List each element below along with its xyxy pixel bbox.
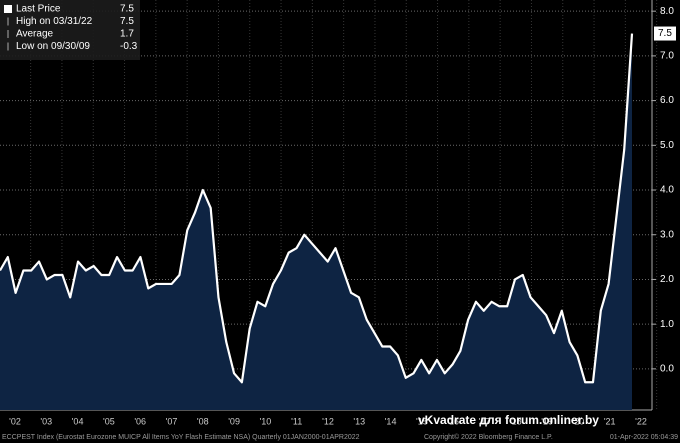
x-tick-label: '21 [604,416,616,426]
legend-value: -0.3 [120,41,138,52]
x-tick-label: '07 [166,416,178,426]
last-tag: 7.5 [658,28,672,39]
y-tick-label: 0.0 [660,364,674,375]
footer-right: 01-Apr-2022 05:04:39 [610,434,678,441]
line [0,33,634,384]
x-tick-label: '10 [260,416,272,426]
y-tick-label: 3.0 [660,229,674,240]
legend-swatch [4,5,12,13]
footer-left: ECCPEST Index (Eurostat Eurozone MUICP A… [2,434,360,441]
y-tick-label: 8.0 [660,6,674,17]
x-tick-label: '06 [134,416,146,426]
legend-name: Low on 09/30/09 [16,41,90,52]
y-tick-label: 7.0 [660,51,674,62]
y-tick-label: 6.0 [660,95,674,106]
legend-value: 1.7 [120,29,134,40]
footer-mid: Copyright© 2022 Bloomberg Finance L.P. [424,433,553,441]
watermark: vKvadrate для forum.onliner.by [418,413,599,427]
legend-value: 7.5 [120,16,134,27]
area-fill [0,33,632,410]
x-tick-label: '18 [510,416,522,426]
x-tick-label: '05 [103,416,115,426]
legend: Last Price 7.5 High on 03/31/22 7.5 Average 1… [4,4,138,52]
legend-name: Average [16,29,54,40]
x-tick-label: '20 [573,416,585,426]
legend-name: High on 03/31/22 [16,16,93,27]
x-tick-label: '09 [228,416,240,426]
legend-value: 7.5 [120,4,134,15]
y-tick-label: 2.0 [660,274,674,285]
x-tick-label: '17 [479,416,491,426]
x-tick-label: '14 [385,416,397,426]
x-tick-label: '19 [541,416,553,426]
plot: 0.0 1.0 2.0 3.0 4.0 5.0 6.0 7.0 8.0 '02 '03 '04 '05 '… [0,0,676,426]
x-tick-label: '22 [635,416,647,426]
x-tick-label: '12 [322,416,334,426]
legend-name: Last Price [16,4,61,15]
x-tick-label: '04 [72,416,84,426]
last-tag-bg [654,26,676,41]
x-tick-label: '11 [291,416,302,426]
x-tick-label: '02 [9,416,21,426]
x-tick-label: '03 [40,416,52,426]
y-tick-label: 5.0 [660,140,674,151]
y-tick-label: 4.0 [660,185,674,196]
x-tick-label: '16 [447,416,459,426]
legend-box [0,0,140,60]
x-tick-label: '13 [353,416,365,426]
y-tick-label: 1.0 [660,319,674,330]
x-tick-label: '08 [197,416,209,426]
x-tick-label: '15 [416,416,428,426]
